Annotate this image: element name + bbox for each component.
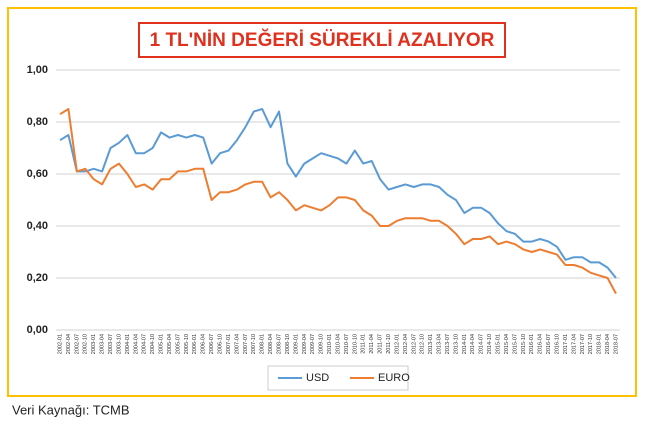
x-tick-label: 2004-04	[133, 334, 139, 354]
x-tick-label: 2017-04	[571, 334, 577, 354]
legend-label: USD	[306, 372, 329, 384]
x-tick-label: 2006-01	[192, 334, 198, 354]
x-tick-label: 2002-04	[66, 334, 72, 354]
y-tick-label: 0,20	[27, 272, 48, 284]
y-tick-label: 0,40	[27, 220, 48, 232]
x-tick-label: 2017-07	[580, 334, 586, 354]
x-tick-label: 2004-07	[142, 334, 148, 354]
x-tick-label: 2016-07	[546, 334, 552, 354]
x-tick-label: 2002-07	[74, 334, 80, 354]
x-tick-label: 2005-04	[167, 334, 173, 354]
series-line	[59, 108, 617, 295]
x-tick-label: 2018-04	[605, 334, 611, 354]
source-note: Veri Kaynağı: TCMB	[12, 402, 130, 417]
x-tick-label: 2017-10	[588, 334, 594, 354]
x-tick-label: 2006-07	[209, 334, 215, 354]
x-tick-label: 2013-04	[437, 334, 443, 354]
x-tick-label: 2014-04	[470, 334, 476, 354]
x-tick-label: 2013-07	[445, 334, 451, 354]
x-tick-label: 2006-10	[218, 334, 224, 354]
x-tick-label: 2010-10	[352, 334, 358, 354]
chart-frame	[7, 7, 637, 397]
x-tick-label: 2005-10	[184, 334, 190, 354]
y-tick-label: 0,60	[27, 168, 48, 180]
y-tick-label: 1,00	[27, 64, 48, 76]
x-tick-label: 2014-10	[487, 334, 493, 354]
x-tick-label: 2004-01	[125, 334, 131, 354]
x-tick-label: 2011-10	[386, 334, 392, 354]
x-tick-label: 2014-01	[462, 334, 468, 354]
x-tick-label: 2003-07	[108, 334, 114, 354]
x-tick-label: 2011-07	[378, 334, 384, 354]
x-tick-label: 2011-04	[369, 334, 375, 354]
x-tick-label: 2005-07	[175, 334, 181, 354]
x-tick-label: 2007-04	[234, 334, 240, 354]
x-tick-label: 2009-01	[293, 334, 299, 354]
x-tick-label: 2016-01	[529, 334, 535, 354]
x-tick-label: 2008-01	[260, 334, 266, 354]
x-tick-label: 2011-01	[361, 334, 367, 354]
legend-box	[267, 365, 409, 391]
x-tick-label: 2009-07	[310, 334, 316, 354]
x-tick-label: 2015-07	[512, 334, 518, 354]
x-tick-label: 2013-10	[453, 334, 459, 354]
chart-title: 1 TL'NİN DEĞERİ SÜREKLİ AZALIYOR	[150, 29, 495, 51]
x-tick-label: 2018-07	[613, 334, 619, 354]
x-tick-label: 2012-04	[403, 334, 409, 354]
x-tick-label: 2009-04	[302, 334, 308, 354]
x-tick-label: 2002-01	[57, 334, 63, 354]
x-tick-label: 2018-01	[597, 334, 603, 354]
x-tick-label: 2005-01	[159, 334, 165, 354]
x-tick-label: 2016-10	[554, 334, 560, 354]
legend-label: EURO	[378, 372, 410, 384]
x-tick-label: 2008-04	[268, 334, 274, 354]
x-tick-label: 2010-04	[335, 334, 341, 354]
x-tick-label: 2012-01	[394, 334, 400, 354]
x-tick-label: 2004-10	[150, 334, 156, 354]
x-tick-label: 2017-01	[563, 334, 569, 354]
x-tick-label: 2003-04	[100, 334, 106, 354]
x-tick-label: 2008-10	[285, 334, 291, 354]
x-tick-label: 2015-04	[504, 334, 510, 354]
x-tick-label: 2007-07	[243, 334, 249, 354]
x-tick-label: 2010-01	[327, 334, 333, 354]
x-tick-label: 2003-01	[91, 334, 97, 354]
title-box	[138, 22, 506, 58]
x-tick-label: 2015-10	[521, 334, 527, 354]
x-tick-label: 2012-10	[420, 334, 426, 354]
x-tick-label: 2014-07	[479, 334, 485, 354]
x-tick-label: 2003-10	[116, 334, 122, 354]
x-tick-label: 2009-10	[319, 334, 325, 354]
x-tick-label: 2016-04	[538, 334, 544, 354]
x-tick-label: 2007-01	[226, 334, 232, 354]
x-tick-label: 2012-07	[411, 334, 417, 354]
x-tick-label: 2008-07	[276, 334, 282, 354]
y-tick-label: 0,80	[27, 116, 48, 128]
y-tick-label: 0,00	[27, 324, 48, 336]
x-tick-label: 2002-10	[83, 334, 89, 354]
x-tick-label: 2010-07	[344, 334, 350, 354]
x-tick-label: 2013-01	[428, 334, 434, 354]
x-tick-label: 2007-10	[251, 334, 257, 354]
x-tick-label: 2006-04	[201, 334, 207, 354]
series-line	[59, 108, 617, 279]
x-tick-label: 2015-01	[496, 334, 502, 354]
